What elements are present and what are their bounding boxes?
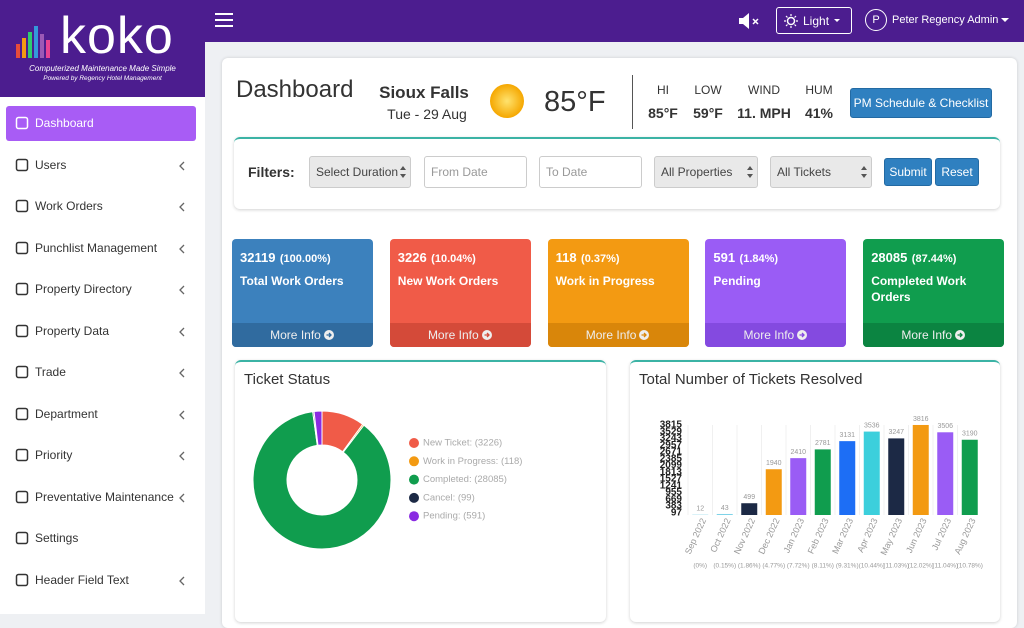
percent-label: (11.03%) xyxy=(883,563,909,570)
value-label: 12 xyxy=(696,506,704,513)
value-label: 3190 xyxy=(962,431,978,438)
percent-label: (10.44%) xyxy=(859,563,885,570)
value-label: 2781 xyxy=(815,440,831,447)
legend-label: New Ticket: (3226) xyxy=(423,438,502,449)
x-tick-label: Feb 2023 xyxy=(806,517,831,556)
y-tick-label: 3815 xyxy=(660,420,683,431)
legend-label: Completed: (28085) xyxy=(423,474,507,485)
percent-label: (7.72%) xyxy=(787,563,810,570)
bar xyxy=(888,438,904,515)
chart-title: Total Number of Tickets Resolved xyxy=(639,371,862,388)
x-tick-label: Sep 2022 xyxy=(683,517,708,556)
value-label: 499 xyxy=(743,494,755,501)
value-label: 3131 xyxy=(839,432,855,439)
percent-label: (10.78%) xyxy=(957,563,983,570)
legend-swatch xyxy=(409,438,419,448)
x-tick-label: Aug 2023 xyxy=(952,517,977,556)
value-label: 1940 xyxy=(766,460,782,467)
legend-swatch xyxy=(409,456,419,466)
x-tick-label: Jul 2023 xyxy=(930,517,953,552)
x-tick-label: Mar 2023 xyxy=(830,517,855,556)
bar xyxy=(741,503,757,515)
bar xyxy=(815,449,831,515)
value-label: 3816 xyxy=(913,416,929,423)
bar xyxy=(913,425,929,515)
legend-swatch xyxy=(409,493,419,503)
value-label: 3536 xyxy=(864,422,880,429)
bar xyxy=(937,432,953,515)
value-label: 43 xyxy=(721,505,729,512)
percent-label: (9.31%) xyxy=(836,563,859,570)
x-tick-label: Jan 2023 xyxy=(781,517,806,555)
percent-label: (8.11%) xyxy=(812,563,834,570)
bar xyxy=(839,441,855,515)
percent-label: (4.77%) xyxy=(762,563,785,570)
bar xyxy=(864,432,880,515)
x-tick-label: Dec 2022 xyxy=(756,517,781,556)
legend-swatch xyxy=(409,511,419,521)
x-tick-label: Jun 2023 xyxy=(904,517,929,555)
charts: Ticket Status Total Number of Tickets Re… xyxy=(0,0,1024,614)
bar xyxy=(790,458,806,515)
legend-label: Work in Progress: (118) xyxy=(423,456,522,467)
legend-label: Pending: (591) xyxy=(423,511,485,522)
x-tick-label: Nov 2022 xyxy=(732,517,757,556)
percent-label: (11.04%) xyxy=(932,563,958,570)
chart-title: Ticket Status xyxy=(244,371,330,388)
value-label: 3247 xyxy=(888,429,904,436)
percent-label: (0%) xyxy=(693,563,707,570)
bar xyxy=(717,514,733,515)
legend-swatch xyxy=(409,475,419,485)
x-tick-label: Oct 2022 xyxy=(708,517,733,554)
value-label: 3506 xyxy=(937,423,953,430)
legend-label: Cancel: (99) xyxy=(423,492,475,503)
page: koko Computerized Maintenance Made Simpl… xyxy=(0,0,1024,614)
x-tick-label: May 2023 xyxy=(878,517,904,557)
value-label: 2410 xyxy=(790,449,806,456)
percent-label: (0.15%) xyxy=(713,563,736,570)
bar xyxy=(962,440,978,515)
percent-label: (1.86%) xyxy=(738,563,761,570)
percent-label: (12.02%) xyxy=(908,563,934,570)
bar xyxy=(766,469,782,515)
x-tick-label: Apr 2023 xyxy=(855,517,880,554)
